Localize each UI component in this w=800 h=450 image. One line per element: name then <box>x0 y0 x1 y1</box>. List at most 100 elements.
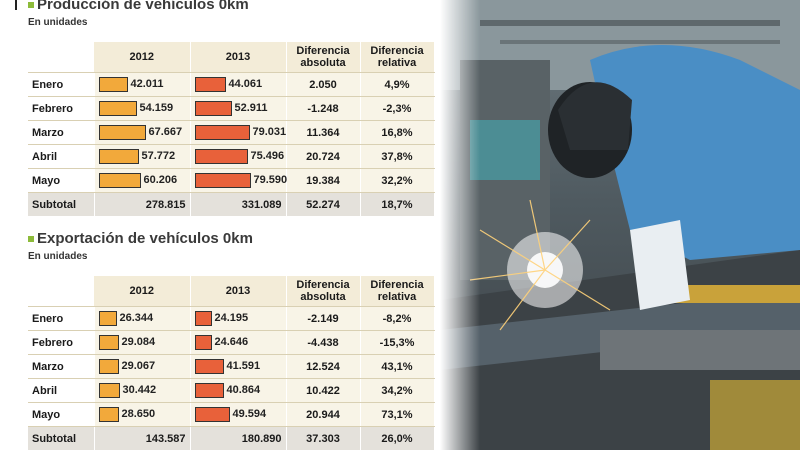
column-header: Diferencia absoluta <box>286 276 361 307</box>
bar-2012 <box>98 383 120 398</box>
subtotal-abs: 52.274 <box>286 192 361 216</box>
month-label: Febrero <box>28 96 95 121</box>
bar-value-label: 49.594 <box>232 408 267 420</box>
relative-diff: -2,3% <box>360 96 435 121</box>
welder-image <box>440 0 800 450</box>
table-row: Mayo 60.206 79.590 19.384 32,2% <box>28 168 435 193</box>
bar-2013 <box>194 383 224 398</box>
table-row: Abril 57.772 75.496 20.724 37,8% <box>28 144 435 169</box>
header-blank <box>28 276 94 307</box>
header-row: 2012 2013 Diferencia absoluta Diferencia re… <box>28 276 435 307</box>
production-title: Producción de vehículos 0km <box>28 0 249 13</box>
bar-2013 <box>194 407 230 422</box>
bar-value-label: 67.667 <box>148 126 183 138</box>
bar-2013 <box>194 173 251 188</box>
bar-value-label: 24.195 <box>214 312 249 324</box>
bar-value-label: 54.159 <box>139 102 174 114</box>
bar-cell: 26.344 <box>94 306 191 331</box>
absolute-diff: 2.050 <box>286 72 361 97</box>
absolute-diff: 11.364 <box>286 120 361 145</box>
subtotal-2013: 180.890 <box>190 426 287 450</box>
relative-diff: 4,9% <box>360 72 435 97</box>
bar-2012 <box>98 311 117 326</box>
bar-cell: 79.031 <box>190 120 287 145</box>
table-row: Febrero 29.084 24.646 -4.438 -15,3% <box>28 330 435 355</box>
table-row: Marzo 29.067 41.591 12.524 43,1% <box>28 354 435 379</box>
column-header: 2013 <box>190 42 287 73</box>
bar-cell: 40.864 <box>190 378 287 403</box>
production-title-text: Producción de vehículos 0km <box>37 0 249 13</box>
bar-cell: 41.591 <box>190 354 287 379</box>
absolute-diff: 20.724 <box>286 144 361 169</box>
bar-2012 <box>98 101 137 116</box>
bar-2012 <box>98 125 146 140</box>
bar-cell: 67.667 <box>94 120 191 145</box>
bar-value-label: 24.646 <box>214 336 249 348</box>
bar-cell: 29.084 <box>94 330 191 355</box>
subtotal-2012: 278.815 <box>94 192 191 216</box>
table-row: Enero 42.011 44.061 2.050 4,9% <box>28 72 435 97</box>
bar-2013 <box>194 101 232 116</box>
bar-2013 <box>194 311 212 326</box>
bar-cell: 79.590 <box>190 168 288 193</box>
bar-value-label: 29.067 <box>121 360 156 372</box>
column-header: Diferencia absoluta <box>286 42 361 73</box>
subtotal-row: Subtotal 278.815 331.089 52.274 18,7% <box>28 192 435 216</box>
header-blank <box>28 42 94 73</box>
bar-value-label: 30.442 <box>122 384 157 396</box>
header-row: 2012 2013 Diferencia absoluta Diferencia re… <box>28 42 435 73</box>
subtotal-rel: 26,0% <box>360 426 435 450</box>
bar-2013 <box>194 359 224 374</box>
bar-cell: 44.061 <box>190 72 287 97</box>
month-label: Enero <box>28 72 95 97</box>
relative-diff: 37,8% <box>360 144 435 169</box>
bar-value-label: 52.911 <box>234 102 268 114</box>
bullet-icon <box>28 236 34 243</box>
relative-diff: 34,2% <box>360 378 435 403</box>
bar-2012 <box>98 173 141 188</box>
bar-value-label: 28.650 <box>121 408 156 420</box>
bar-cell: 24.195 <box>190 306 287 331</box>
bar-cell: 29.067 <box>94 354 191 379</box>
infographic: Producción de vehículos 0km En unidades … <box>15 0 435 450</box>
bar-value-label: 44.061 <box>228 78 263 90</box>
month-label: Marzo <box>28 120 95 145</box>
column-header: Diferencia relativa <box>360 276 435 307</box>
month-label: Mayo <box>28 402 95 427</box>
bar-cell: 75.496 <box>190 144 287 169</box>
bar-value-label: 29.084 <box>121 336 156 348</box>
month-label: Abril <box>28 378 95 403</box>
bar-2012 <box>98 77 128 92</box>
relative-diff: -8,2% <box>360 306 435 331</box>
column-header: 2013 <box>190 276 287 307</box>
production-table: 2012 2013 Diferencia absoluta Diferencia re… <box>28 42 435 216</box>
absolute-diff: 10.422 <box>286 378 361 403</box>
table-row: Enero 26.344 24.195 -2.149 -8,2% <box>28 306 435 331</box>
column-header: 2012 <box>94 42 191 73</box>
bar-value-label: 79.590 <box>253 174 288 186</box>
subtotal-label: Subtotal <box>28 426 95 450</box>
bar-cell: 54.159 <box>94 96 191 121</box>
bar-value-label: 57.772 <box>141 150 176 162</box>
bar-2013 <box>194 125 250 140</box>
relative-diff: 73,1% <box>360 402 435 427</box>
bar-2012 <box>98 149 139 164</box>
bar-value-label: 26.344 <box>119 312 154 324</box>
month-label: Mayo <box>28 168 95 193</box>
absolute-diff: -2.149 <box>286 306 361 331</box>
table-row: Febrero 54.159 52.911 -1.248 -2,3% <box>28 96 435 121</box>
table-row: Marzo 67.667 79.031 11.364 16,8% <box>28 120 435 145</box>
bar-cell: 49.594 <box>190 402 287 427</box>
subtotal-abs: 37.303 <box>286 426 361 450</box>
bar-cell: 60.206 <box>94 168 191 193</box>
absolute-diff: 12.524 <box>286 354 361 379</box>
absolute-diff: 19.384 <box>286 168 361 193</box>
exports-subtitle: En unidades <box>28 251 88 262</box>
bar-2012 <box>98 335 119 350</box>
subtotal-row: Subtotal 143.587 180.890 37.303 26,0% <box>28 426 435 450</box>
bar-value-label: 60.206 <box>143 174 178 186</box>
bar-value-label: 42.011 <box>130 78 164 90</box>
bar-2013 <box>194 149 248 164</box>
bar-value-label: 75.496 <box>250 150 285 162</box>
bar-cell: 24.646 <box>190 330 287 355</box>
